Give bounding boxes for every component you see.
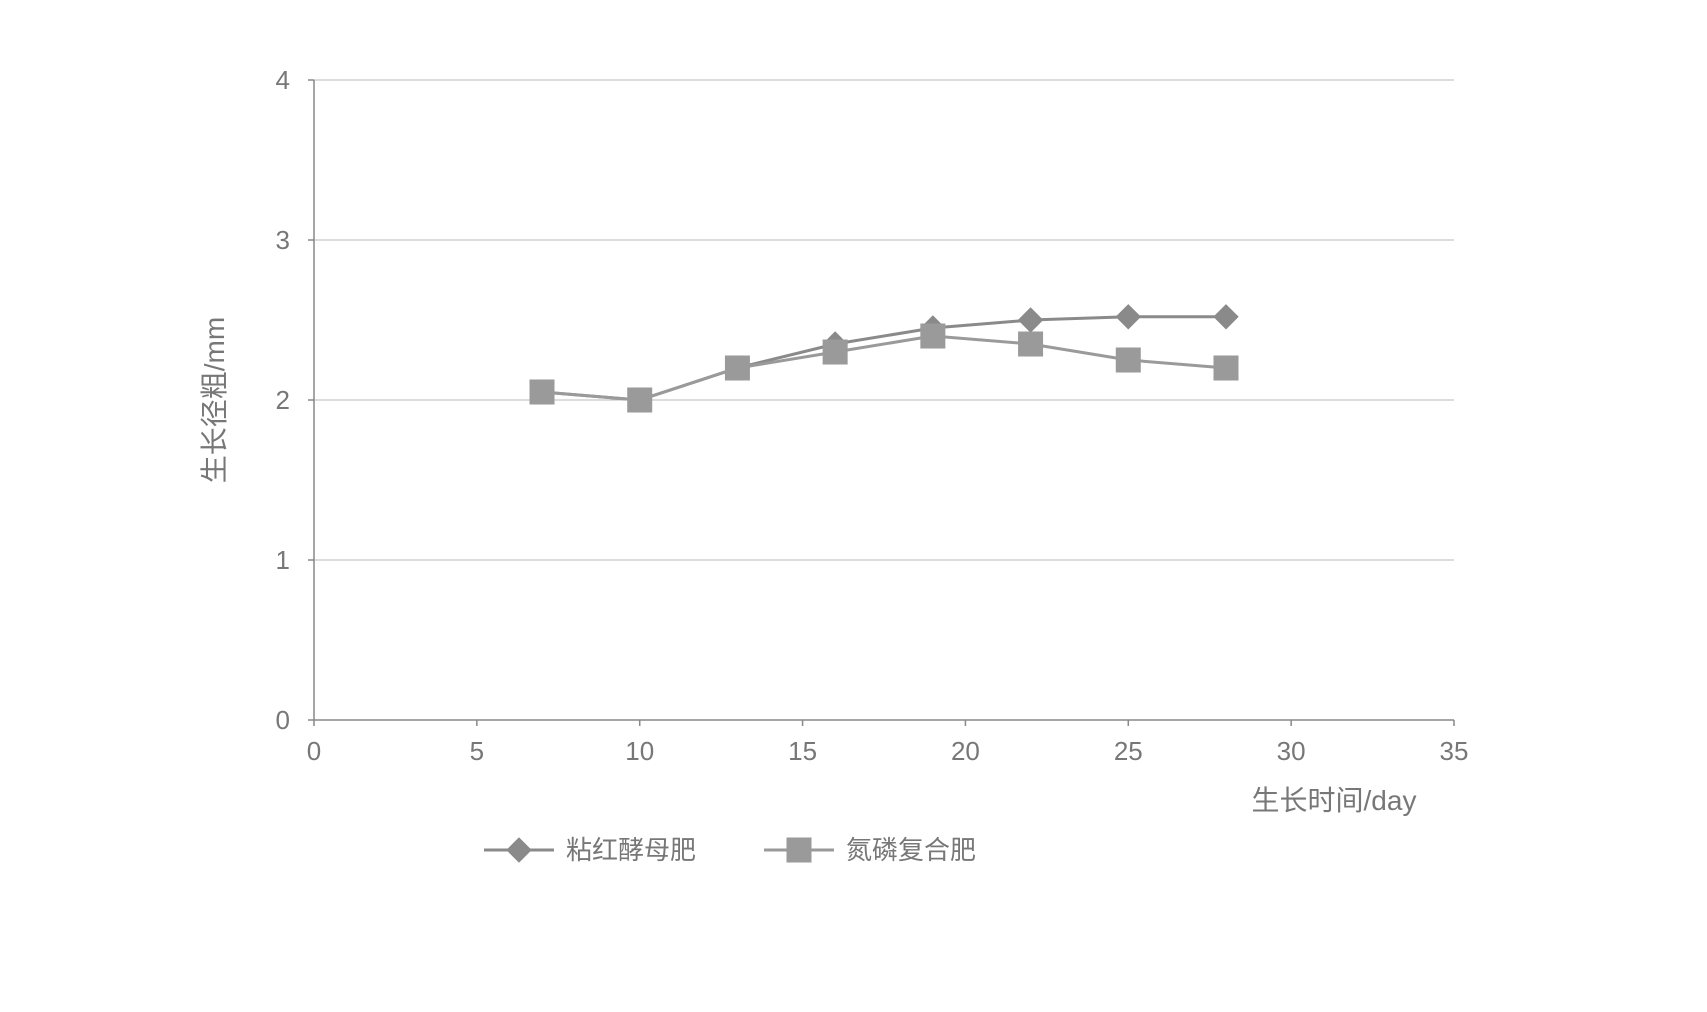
square-marker bbox=[1018, 332, 1042, 356]
y-tick-label: 0 bbox=[275, 705, 289, 735]
diamond-marker bbox=[1116, 305, 1140, 329]
y-tick-label: 4 bbox=[275, 65, 289, 95]
x-axis-label: 生长时间/day bbox=[1251, 785, 1416, 816]
legend-label: 氮磷复合肥 bbox=[846, 835, 976, 865]
x-tick-label: 30 bbox=[1276, 736, 1305, 766]
legend-square-icon bbox=[787, 838, 811, 862]
legend-label: 粘红酵母肥 bbox=[566, 835, 696, 865]
chart-svg: 0 1 2 3 4 0 5 10 15 20 25 30 35 生长径粗/mm 生长时间/day 粘红酵母肥 氮… bbox=[154, 40, 1554, 910]
x-tick-label: 25 bbox=[1113, 736, 1142, 766]
square-marker bbox=[530, 380, 554, 404]
x-tick-label: 10 bbox=[625, 736, 654, 766]
y-tick-label: 3 bbox=[275, 225, 289, 255]
x-tick-label: 5 bbox=[469, 736, 483, 766]
square-marker bbox=[725, 356, 749, 380]
y-axis-label: 生长径粗/mm bbox=[199, 317, 230, 483]
x-tick-label: 0 bbox=[306, 736, 320, 766]
square-marker bbox=[920, 324, 944, 348]
square-marker bbox=[627, 388, 651, 412]
chart-container: 0 1 2 3 4 0 5 10 15 20 25 30 35 生长径粗/mm 生长时间/day 粘红酵母肥 氮… bbox=[154, 40, 1554, 890]
y-tick-label: 1 bbox=[275, 545, 289, 575]
x-tick-label: 35 bbox=[1439, 736, 1468, 766]
square-marker bbox=[1116, 348, 1140, 372]
x-tick-label: 20 bbox=[950, 736, 979, 766]
square-marker bbox=[1214, 356, 1238, 380]
diamond-marker bbox=[1018, 308, 1042, 332]
diamond-marker bbox=[1214, 305, 1238, 329]
square-marker bbox=[823, 340, 847, 364]
x-tick-label: 15 bbox=[788, 736, 817, 766]
y-tick-label: 2 bbox=[275, 385, 289, 415]
legend-diamond-icon bbox=[507, 838, 531, 862]
